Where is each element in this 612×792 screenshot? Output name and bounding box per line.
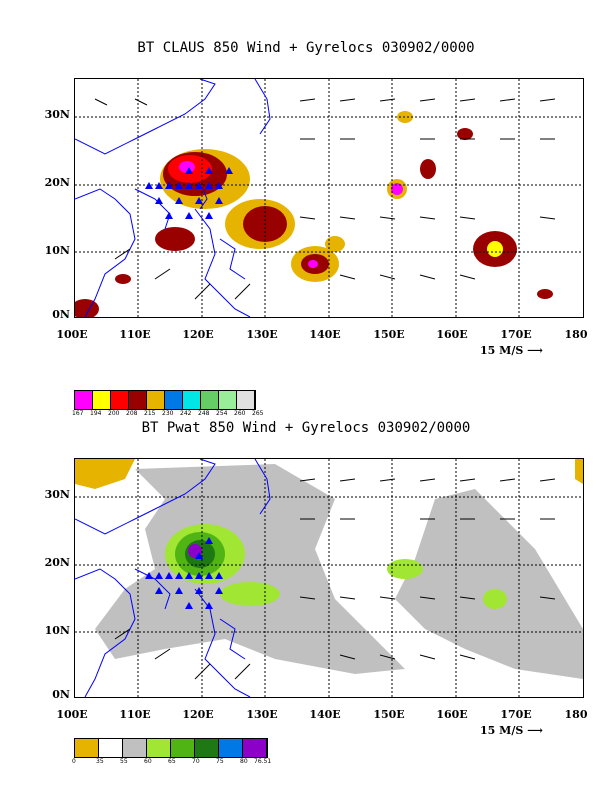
panel1-title: BT CLAUS 850 Wind + Gyrelocs 030902/0000 bbox=[137, 40, 475, 56]
panel1-lon-140e: 140E bbox=[309, 328, 341, 341]
colorbar-swatch bbox=[237, 391, 255, 409]
colorbar-swatch bbox=[75, 739, 99, 757]
colorbar-swatch bbox=[219, 391, 237, 409]
colorbar-label: 80 bbox=[240, 758, 248, 765]
panel2-lon-100e: 100E bbox=[56, 708, 88, 721]
panel1-lon-170e: 170E bbox=[500, 328, 532, 341]
colorbar-swatch bbox=[111, 391, 129, 409]
panel2-lon-160e: 160E bbox=[436, 708, 468, 721]
panel1-lon-150e: 150E bbox=[373, 328, 405, 341]
panel2-lon-120e: 120E bbox=[182, 708, 214, 721]
panel2-colorbar-labels: 0 35 55 60 65 70 75 80 76.51 bbox=[72, 758, 278, 765]
panel1-lat-10n: 10N bbox=[44, 244, 70, 257]
colorbar-swatch bbox=[201, 391, 219, 409]
colorbar-swatch bbox=[171, 739, 195, 757]
panel2-wind-vectors bbox=[114, 478, 556, 680]
panel2-map bbox=[74, 458, 584, 698]
colorbar-label: 215 bbox=[144, 410, 156, 417]
panel1-scale-label: 15 M/S ⟶ bbox=[480, 344, 543, 357]
colorbar-label: 194 bbox=[90, 410, 102, 417]
panel1-lat-20n: 20N bbox=[44, 176, 70, 189]
panel1-lon-180: 180 bbox=[564, 328, 588, 341]
panel2-lon-150e: 150E bbox=[373, 708, 405, 721]
panel1-lat-30n: 30N bbox=[44, 108, 70, 121]
colorbar-label: 260 bbox=[234, 410, 246, 417]
colorbar-label: 60 bbox=[144, 758, 152, 765]
panel2-title: BT Pwat 850 Wind + Gyrelocs 030902/0000 bbox=[141, 420, 471, 436]
panel2-gridlines bbox=[75, 459, 583, 697]
colorbar-label: 242 bbox=[180, 410, 192, 417]
panel2-lat-30n: 30N bbox=[44, 488, 70, 501]
panel2-lon-110e: 110E bbox=[119, 708, 151, 721]
colorbar-swatch bbox=[99, 739, 123, 757]
panel2-colorbar bbox=[74, 738, 268, 758]
colorbar-swatch bbox=[147, 391, 165, 409]
panel2-lat-0n: 0N bbox=[52, 688, 70, 701]
colorbar-swatch bbox=[183, 391, 201, 409]
panel2-lon-130e: 130E bbox=[246, 708, 278, 721]
panel1-map-svg bbox=[75, 79, 583, 317]
panel2-lon-180: 180 bbox=[564, 708, 588, 721]
colorbar-label: 254 bbox=[216, 410, 228, 417]
panel2-lon-170e: 170E bbox=[500, 708, 532, 721]
panel2-lat-10n: 10N bbox=[44, 624, 70, 637]
colorbar-label: 230 bbox=[162, 410, 174, 417]
panel1-coastline bbox=[75, 79, 271, 317]
colorbar-swatch bbox=[75, 391, 93, 409]
panel1-lon-120e: 120E bbox=[182, 328, 214, 341]
panel2-scale-label: 15 M/S ⟶ bbox=[480, 724, 543, 737]
colorbar-label: 75 bbox=[216, 758, 224, 765]
panel1-lon-110e: 110E bbox=[119, 328, 151, 341]
panel1-map bbox=[74, 78, 584, 318]
colorbar-label: 200 bbox=[108, 410, 120, 417]
colorbar-swatch bbox=[165, 391, 183, 409]
panel2-lat-20n: 20N bbox=[44, 556, 70, 569]
colorbar-label: 167 bbox=[72, 410, 84, 417]
panel2-map-svg bbox=[75, 459, 583, 697]
colorbar-label: 65 bbox=[168, 758, 176, 765]
colorbar-swatch bbox=[219, 739, 243, 757]
colorbar-label: 35 bbox=[96, 758, 104, 765]
colorbar-label: 55 bbox=[120, 758, 128, 765]
panel1-colorbar-labels: 167 194 200 208 215 230 242 248 254 260 … bbox=[72, 410, 270, 417]
colorbar-label: 248 bbox=[198, 410, 210, 417]
colorbar-label: 0 bbox=[72, 758, 76, 765]
panel1-gridlines bbox=[75, 79, 583, 317]
colorbar-swatch bbox=[195, 739, 219, 757]
colorbar-label: 70 bbox=[192, 758, 200, 765]
panel1-colorbar bbox=[74, 390, 256, 410]
colorbar-swatch bbox=[123, 739, 147, 757]
colorbar-swatch bbox=[129, 391, 147, 409]
panel2-gyrelocs bbox=[145, 537, 223, 609]
panel1-lon-160e: 160E bbox=[436, 328, 468, 341]
panel1-lon-130e: 130E bbox=[246, 328, 278, 341]
cloud-top-shading bbox=[75, 111, 553, 317]
panel1-gyrelocs bbox=[145, 167, 233, 219]
panel2-lon-140e: 140E bbox=[309, 708, 341, 721]
colorbar-label: 76.51 bbox=[254, 758, 272, 765]
colorbar-label: 265 bbox=[252, 410, 264, 417]
colorbar-swatch bbox=[147, 739, 171, 757]
arrow-right-icon: ⟶ bbox=[527, 724, 543, 737]
panel1-wind-vectors bbox=[94, 98, 556, 300]
colorbar-label: 208 bbox=[126, 410, 138, 417]
panel1-lat-0n: 0N bbox=[52, 308, 70, 321]
colorbar-swatch bbox=[243, 739, 267, 757]
colorbar-swatch bbox=[93, 391, 111, 409]
arrow-right-icon: ⟶ bbox=[527, 344, 543, 357]
panel1-lon-100e: 100E bbox=[56, 328, 88, 341]
